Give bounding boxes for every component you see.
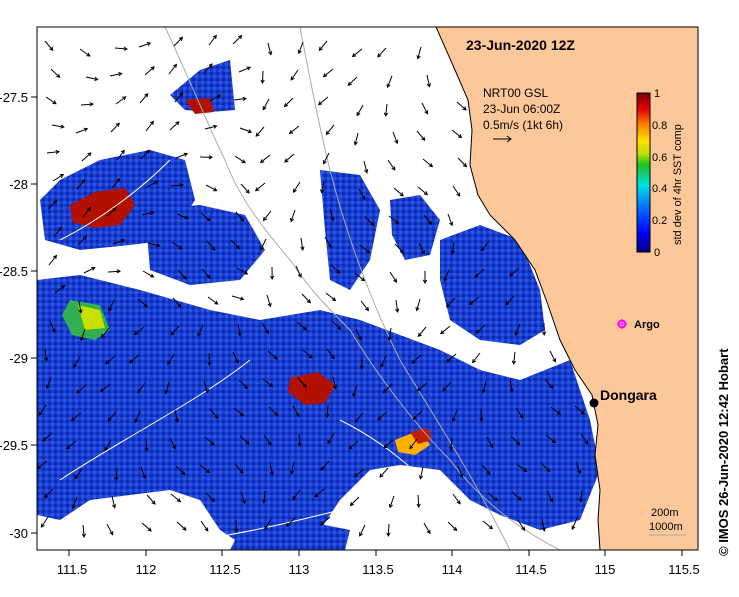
lon-tick-label: 112: [136, 562, 157, 577]
current-vector: [481, 409, 482, 421]
lon-tick-label: 114.5: [515, 562, 547, 577]
product-line3: 0.5m/s (1kt 6h): [483, 118, 563, 132]
credit-text: © IMOS 26-Jun-2020 12:42 Hobart: [716, 348, 731, 556]
lon-tick-label: 113: [289, 562, 310, 577]
colorbar-tick: 0.2: [652, 215, 667, 227]
lat-tick-label: -29: [9, 351, 28, 366]
current-vector: [209, 353, 210, 365]
lon-axis: 111.5 112 112.5 113 113.5 114 114.5 115 …: [57, 550, 700, 577]
lat-tick-label: -28.5: [0, 264, 28, 279]
lat-tick-label: -28: [9, 177, 28, 192]
lon-tick-label: 111.5: [57, 562, 88, 577]
contour-label-1000m: 1000m: [649, 521, 683, 533]
dongara-label: Dongara: [600, 387, 657, 403]
colorbar-label: std dev of 4hr SST comp: [672, 124, 684, 245]
date-title: 23-Jun-2020 12Z: [466, 37, 575, 53]
contour-label-200m: 200m: [651, 507, 679, 519]
lon-tick-label: 114: [442, 562, 463, 577]
product-line2: 23-Jun 06:00Z: [483, 102, 560, 116]
lat-tick-label: -29.5: [0, 438, 28, 453]
lat-tick-label: -27.5: [0, 90, 28, 105]
colorbar-tick: 0: [654, 247, 660, 259]
lon-tick-label: 115: [595, 562, 616, 577]
lon-tick-label: 112.5: [209, 562, 241, 577]
current-vector: [236, 520, 237, 532]
colorbar-tick: 0.6: [652, 152, 667, 164]
current-vector: [263, 71, 264, 83]
colorbar-tick: 0.8: [652, 120, 667, 132]
argo-label: Argo: [634, 319, 660, 331]
product-line1: NRT00 GSL: [483, 86, 548, 100]
lon-tick-label: 115.5: [668, 562, 700, 577]
lon-tick-label: 113.5: [362, 562, 394, 577]
colorbar-tick: 1: [654, 88, 660, 100]
lat-axis: -27.5 -28 -28.5 -29 -29.5 -30: [0, 90, 37, 541]
colorbar-tick: 0.4: [652, 183, 667, 195]
lat-tick-label: -30: [9, 526, 28, 541]
